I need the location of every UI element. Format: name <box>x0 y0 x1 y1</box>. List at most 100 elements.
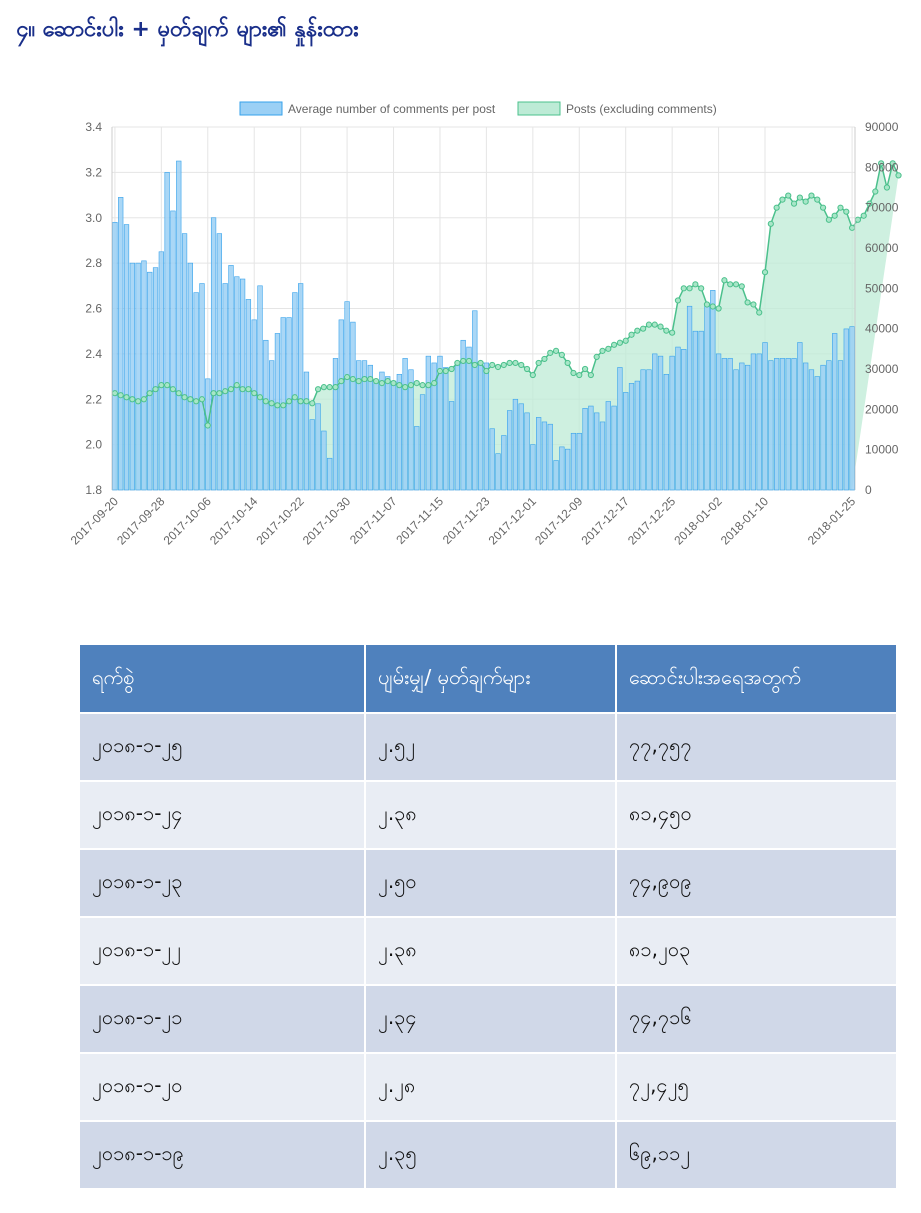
x-tick-label: 2017-11-23 <box>440 494 493 547</box>
bar <box>652 353 658 491</box>
bar <box>367 364 373 491</box>
col-header-avg-comments: ပျမ်းမျှ/ မှတ်ချက်များ <box>365 645 617 713</box>
bar <box>832 333 838 491</box>
cell-date: ၂၀၁၈-၁-၂၄ <box>80 780 366 849</box>
table-header-row: ရက်စွဲ ပျမ်းမျှ/ မှတ်ချက်များ ဆောင်းပါးအ… <box>80 645 896 713</box>
bar <box>750 353 757 491</box>
bar <box>460 339 466 491</box>
posts-point <box>738 283 745 290</box>
posts-point <box>135 398 142 405</box>
bar <box>338 319 344 491</box>
posts-point <box>587 371 594 379</box>
posts-point <box>152 386 159 393</box>
posts-point <box>651 321 658 328</box>
bar <box>390 380 397 491</box>
bar <box>414 426 420 491</box>
bar <box>135 262 141 491</box>
bar <box>640 369 646 491</box>
bar <box>768 360 774 491</box>
posts-point <box>280 402 287 409</box>
posts-point <box>175 390 182 397</box>
posts-point <box>471 361 478 369</box>
bar <box>570 432 577 491</box>
bar <box>594 412 600 491</box>
posts-point <box>703 301 711 308</box>
bar <box>756 353 762 491</box>
col-header-post-count: ဆောင်းပါးအရေအတွက် <box>616 645 896 713</box>
posts-point <box>547 349 554 356</box>
cell-posts: ၇၄,၉၀၉ <box>616 848 896 917</box>
legend: Average number of comments per post Posts… <box>239 101 717 116</box>
table-row: ၂၀၁၈-၁-၁၉ ၂.၃၅ ၆၉,၁၁၂ <box>80 1120 896 1188</box>
y-right-tick-label: 0 <box>865 483 872 497</box>
posts-point <box>628 331 635 338</box>
posts-point <box>535 359 542 367</box>
posts-point <box>541 355 548 363</box>
posts-point <box>396 382 403 389</box>
posts-point <box>442 367 449 375</box>
bar <box>501 435 507 491</box>
posts-point <box>494 363 502 371</box>
bar <box>547 423 553 491</box>
bar <box>785 358 791 491</box>
posts-point <box>878 160 885 167</box>
bar <box>396 373 402 491</box>
bar <box>187 262 193 491</box>
posts-point <box>204 422 211 429</box>
bar <box>739 362 745 491</box>
posts-point <box>529 371 536 379</box>
x-tick-label: 2017-10-22 <box>253 494 307 548</box>
posts-point <box>680 285 687 292</box>
bar <box>193 292 199 491</box>
posts-point <box>506 359 513 367</box>
posts-point <box>251 390 258 397</box>
cell-avg: ၂.၂၈ <box>365 1052 617 1121</box>
legend-label-comments: Average number of comments per post <box>288 102 496 116</box>
cell-posts: ၆၉,၁၁၂ <box>616 1120 896 1188</box>
posts-point <box>117 392 124 399</box>
bar <box>269 360 275 491</box>
bar <box>327 457 333 491</box>
posts-point <box>552 347 560 354</box>
bar <box>274 333 281 491</box>
posts-point <box>843 208 850 215</box>
posts-point <box>193 398 200 405</box>
posts-point <box>883 184 891 191</box>
bar <box>448 401 455 491</box>
cell-posts: ၇၂,၄၂၅ <box>616 1052 896 1121</box>
bar <box>646 369 652 491</box>
bar <box>356 360 362 491</box>
y-left-tick-label: 2.8 <box>85 256 102 270</box>
posts-point <box>477 359 484 367</box>
cell-posts: ၇၇,၇၅၇ <box>616 712 896 781</box>
posts-point <box>169 386 177 393</box>
bar <box>762 342 768 491</box>
posts-point <box>460 357 467 365</box>
table-row: ၂၀၁၈-၁-၂၁ ၂.၃၄ ၇၄,၇၁၆ <box>80 984 896 1053</box>
posts-point <box>378 380 386 387</box>
posts-point <box>831 212 838 219</box>
x-tick-label: 2017-09-28 <box>114 494 168 548</box>
bar <box>599 421 606 491</box>
bar <box>495 453 501 491</box>
bar <box>472 310 478 491</box>
x-tick-label: 2017-12-01 <box>486 494 540 548</box>
x-tick-label: 2017-09-20 <box>68 494 122 548</box>
posts-point <box>645 321 653 328</box>
posts-point <box>436 367 444 375</box>
posts-point <box>518 361 525 369</box>
bar <box>361 360 368 491</box>
posts-point <box>367 375 374 383</box>
cell-avg: ၂.၅၂ <box>365 712 617 781</box>
posts-point <box>303 398 310 405</box>
bar <box>779 358 786 491</box>
posts-point <box>425 382 432 389</box>
posts-point <box>222 388 229 395</box>
bar <box>483 362 490 491</box>
posts-point <box>622 337 629 344</box>
posts-point <box>796 194 803 201</box>
posts-point <box>216 390 223 397</box>
bar <box>158 251 164 491</box>
bar <box>669 355 675 491</box>
posts-point <box>361 375 368 383</box>
